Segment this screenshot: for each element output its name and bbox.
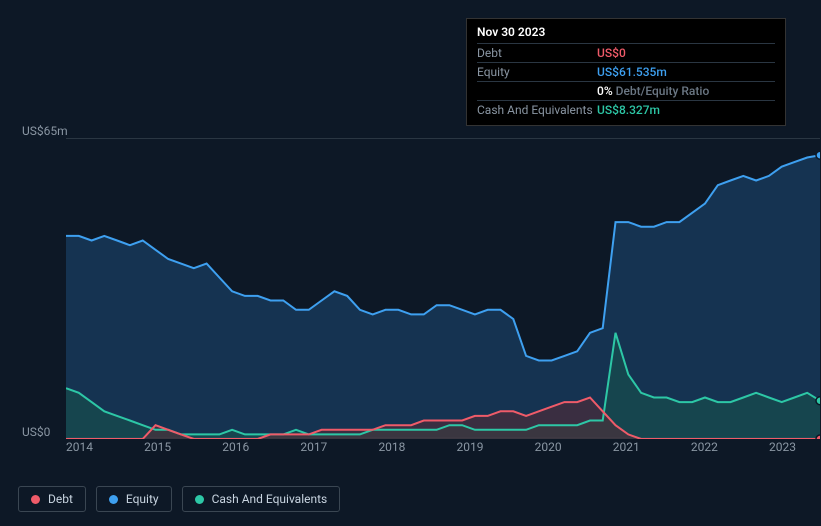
tooltip-row-label: Debt <box>477 46 597 60</box>
x-axis-tick: 2023 <box>769 440 796 460</box>
x-axis-tick: 2018 <box>378 440 405 460</box>
marker-equity <box>816 151 820 159</box>
tooltip-row: DebtUS$0 <box>477 43 775 62</box>
legend-item-cash[interactable]: Cash And Equivalents <box>182 486 341 512</box>
x-axis-tick: 2017 <box>300 440 327 460</box>
tooltip-rows: DebtUS$0EquityUS$61.535m0% Debt/Equity R… <box>477 43 775 119</box>
x-axis: 2014 2015 2016 2017 2018 2019 2020 2021 2022 2023 <box>66 440 796 460</box>
legend-label: Debt <box>48 492 73 506</box>
marker-cash <box>816 397 820 405</box>
x-axis-tick: 2019 <box>457 440 484 460</box>
chart-svg <box>66 139 820 439</box>
tooltip-row-label: Cash And Equivalents <box>477 103 597 117</box>
chart-container: 2014 2015 2016 2017 2018 2019 2020 2021 2022 2023 <box>18 120 808 510</box>
tooltip-row: 0% Debt/Equity Ratio <box>477 81 775 100</box>
tooltip-row-label <box>477 84 597 98</box>
tooltip-row-value: 0% Debt/Equity Ratio <box>597 84 709 98</box>
chart-tooltip: Nov 30 2023 DebtUS$0EquityUS$61.535m0% D… <box>466 18 786 126</box>
legend-dot-icon <box>195 495 204 504</box>
chart-legend: Debt Equity Cash And Equivalents <box>18 486 340 512</box>
x-axis-tick: 2022 <box>691 440 718 460</box>
x-axis-tick: 2016 <box>222 440 249 460</box>
x-axis-tick: 2015 <box>144 440 171 460</box>
legend-dot-icon <box>31 495 40 504</box>
legend-item-equity[interactable]: Equity <box>96 486 172 512</box>
area-equity <box>66 155 820 439</box>
legend-label: Equity <box>126 492 159 506</box>
tooltip-row-value: US$61.535m <box>597 65 667 79</box>
chart-plot-area[interactable] <box>66 138 820 438</box>
tooltip-row: EquityUS$61.535m <box>477 62 775 81</box>
legend-label: Cash And Equivalents <box>212 492 328 506</box>
x-axis-tick: 2021 <box>613 440 640 460</box>
tooltip-row-label: Equity <box>477 65 597 79</box>
tooltip-row-value: US$8.327m <box>597 103 660 117</box>
legend-item-debt[interactable]: Debt <box>18 486 86 512</box>
x-axis-tick: 2014 <box>66 440 93 460</box>
tooltip-row-value: US$0 <box>597 46 626 60</box>
x-axis-tick: 2020 <box>535 440 562 460</box>
tooltip-date: Nov 30 2023 <box>477 25 775 43</box>
legend-dot-icon <box>109 495 118 504</box>
tooltip-row: Cash And EquivalentsUS$8.327m <box>477 100 775 119</box>
